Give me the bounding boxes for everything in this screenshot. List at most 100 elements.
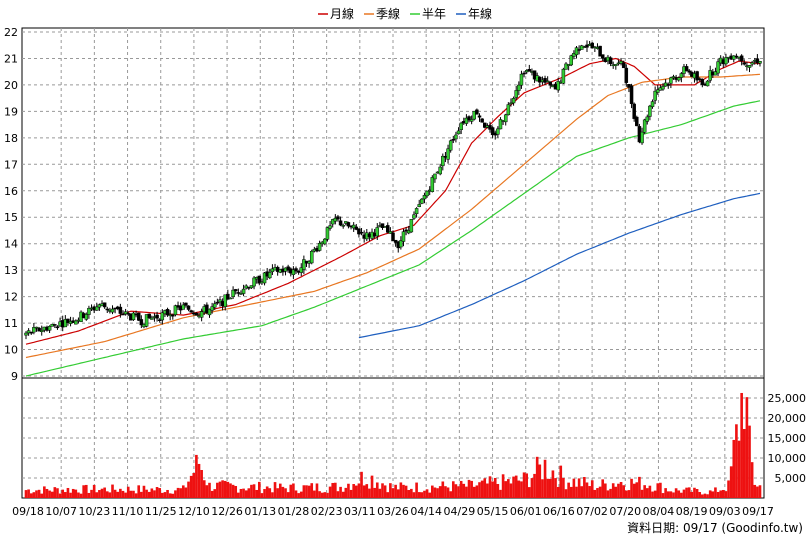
candle-body [241, 288, 246, 294]
volume-bar [701, 494, 704, 498]
volume-bar [378, 488, 382, 498]
volume-bar [349, 489, 353, 498]
volume-bar [732, 439, 736, 498]
volume-bars [24, 392, 762, 498]
candle-body [121, 313, 125, 316]
candle-body [105, 308, 110, 311]
volume-bar [281, 486, 285, 498]
volume-bar [745, 397, 749, 498]
candle-body [477, 115, 482, 118]
candle-body [713, 71, 718, 76]
candle-body [184, 302, 188, 306]
candle-body [150, 317, 154, 320]
volume-bar [661, 493, 665, 498]
price-tick-label: 17 [4, 158, 18, 171]
volume-bar [373, 487, 376, 498]
volume-bar [354, 485, 358, 498]
volume-bar [729, 466, 733, 498]
volume-bar [735, 424, 738, 498]
volume-bar [71, 488, 75, 498]
date-tick-label: 04/14 [410, 505, 442, 518]
volume-bar [273, 482, 277, 498]
volume-bar [512, 476, 515, 498]
candle-body [252, 277, 256, 287]
volume-tick-label: 25,000 [768, 392, 807, 405]
volume-tick-label: 10,000 [768, 452, 807, 465]
volume-bar [758, 485, 762, 498]
volume-bar [187, 481, 190, 498]
candle-body [231, 289, 235, 297]
volume-bar [619, 481, 623, 498]
volume-bar [559, 465, 563, 498]
candle-body [642, 119, 647, 133]
candle-body [126, 313, 130, 315]
candle-body [574, 47, 579, 56]
volume-bar [234, 485, 238, 498]
volume-bar [370, 475, 374, 498]
candle-body [669, 77, 673, 84]
date-tick-label: 03/11 [344, 505, 376, 518]
volume-bar [601, 479, 605, 498]
volume-bar [150, 488, 154, 498]
candle-body [503, 114, 508, 123]
candle-body [210, 306, 214, 311]
volume-bar [176, 487, 180, 498]
volume-bar [223, 480, 227, 498]
candle-body [608, 57, 613, 65]
date-tick-label: 02/23 [311, 505, 343, 518]
candle-body [228, 297, 233, 300]
candle-body [155, 314, 159, 319]
volume-bar [596, 488, 599, 498]
price-axis: 9 10 11 12 13 14 15 16 17 18 19 20 21 22 [4, 26, 18, 383]
volume-bar [50, 491, 54, 498]
volume-bar [507, 479, 510, 498]
volume-bar [538, 464, 542, 498]
volume-tick-label: 5,000 [775, 472, 807, 485]
date-tick-label: 10/07 [45, 505, 77, 518]
candle-body [755, 58, 760, 64]
volume-bar [391, 488, 395, 498]
volume-bar [126, 486, 130, 498]
volume-bar [200, 470, 203, 498]
candle-body [257, 275, 262, 284]
volume-bar [121, 490, 125, 498]
candle-body [716, 61, 720, 74]
volume-bar [609, 488, 612, 498]
volume-bar [522, 472, 526, 498]
candle-body [661, 86, 665, 90]
volume-bar [627, 490, 631, 498]
legend-label-ma_year: 年線 [468, 6, 492, 21]
volume-bar [297, 493, 300, 498]
price-tick-label: 11 [4, 317, 18, 330]
volume-bar [66, 487, 70, 498]
volume-bar [488, 476, 492, 498]
volume-bar [459, 480, 463, 498]
date-tick-label: 09/03 [709, 505, 741, 518]
source-text: 資料日期: 09/17 (Goodinfo.tw) [627, 521, 803, 535]
candle-body [656, 89, 660, 93]
volume-bar [428, 492, 432, 498]
candle-body [650, 101, 655, 107]
volume-bar [664, 488, 667, 498]
volume-bar [247, 488, 251, 498]
volume-bar [179, 488, 182, 498]
volume-bar [648, 485, 652, 498]
candle-body [514, 90, 518, 98]
candle-body [66, 318, 70, 323]
candle-body [469, 119, 474, 122]
volume-bar [543, 459, 547, 498]
candle-body [236, 292, 241, 294]
volume-bar [706, 494, 709, 498]
volume-bar [389, 483, 392, 498]
volume-bar [305, 485, 308, 498]
volume-bar [74, 489, 78, 498]
volume-bar [24, 490, 28, 498]
candle-body [268, 272, 272, 279]
volume-axis: 5,000 10,000 15,000 20,000 25,000 [768, 392, 807, 485]
volume-bar [431, 485, 434, 498]
volume-bar [423, 490, 426, 498]
volume-bar [145, 489, 148, 498]
volume-bar [740, 392, 743, 498]
volume-bar [632, 483, 636, 498]
candle-body [186, 305, 191, 310]
